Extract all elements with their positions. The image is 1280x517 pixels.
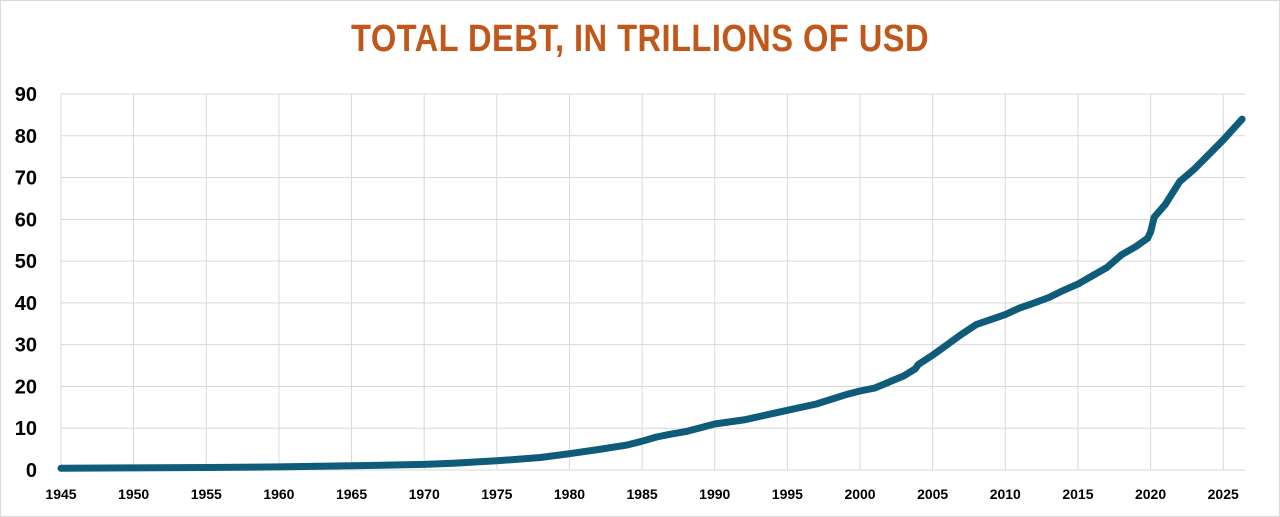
x-axis-ticks: 1945 1950 1955 1960 1965 1970 1975 1980 1985 1990… <box>45 486 1239 502</box>
y-tick-label: 40 <box>15 293 37 315</box>
x-tick-label: 1945 <box>45 486 76 502</box>
x-tick-label: 1995 <box>772 486 803 502</box>
y-tick-label: 0 <box>26 460 37 482</box>
y-tick-label: 50 <box>15 251 37 273</box>
x-tick-label: 2020 <box>1135 486 1166 502</box>
x-tick-label: 2005 <box>917 486 948 502</box>
x-tick-label: 2000 <box>844 486 875 502</box>
y-tick-label: 90 <box>15 84 37 106</box>
x-tick-label: 1960 <box>263 486 294 502</box>
y-tick-label: 60 <box>15 209 37 231</box>
x-tick-label: 2010 <box>990 486 1021 502</box>
y-tick-label: 70 <box>15 168 37 190</box>
x-tick-label: 1965 <box>336 486 367 502</box>
x-tick-label: 2025 <box>1208 486 1239 502</box>
y-tick-label: 10 <box>15 418 37 440</box>
x-tick-label: 1970 <box>409 486 440 502</box>
x-tick-label: 1980 <box>554 486 585 502</box>
y-axis-ticks: 0 10 20 30 40 50 60 70 80 90 <box>15 84 37 482</box>
y-tick-label: 20 <box>15 376 37 398</box>
series-line-total-debt <box>57 115 1246 472</box>
y-tick-label: 80 <box>15 126 37 148</box>
x-tick-label: 2015 <box>1062 486 1093 502</box>
x-tick-label: 1955 <box>191 486 222 502</box>
y-tick-label: 30 <box>15 335 37 357</box>
chart-title: TOTAL DEBT, IN TRILLIONS OF USD <box>351 18 929 60</box>
x-tick-label: 1950 <box>118 486 149 502</box>
x-tick-label: 1985 <box>627 486 658 502</box>
grid-lines <box>60 93 1245 471</box>
x-tick-label: 1975 <box>481 486 512 502</box>
x-tick-label: 1990 <box>699 486 730 502</box>
